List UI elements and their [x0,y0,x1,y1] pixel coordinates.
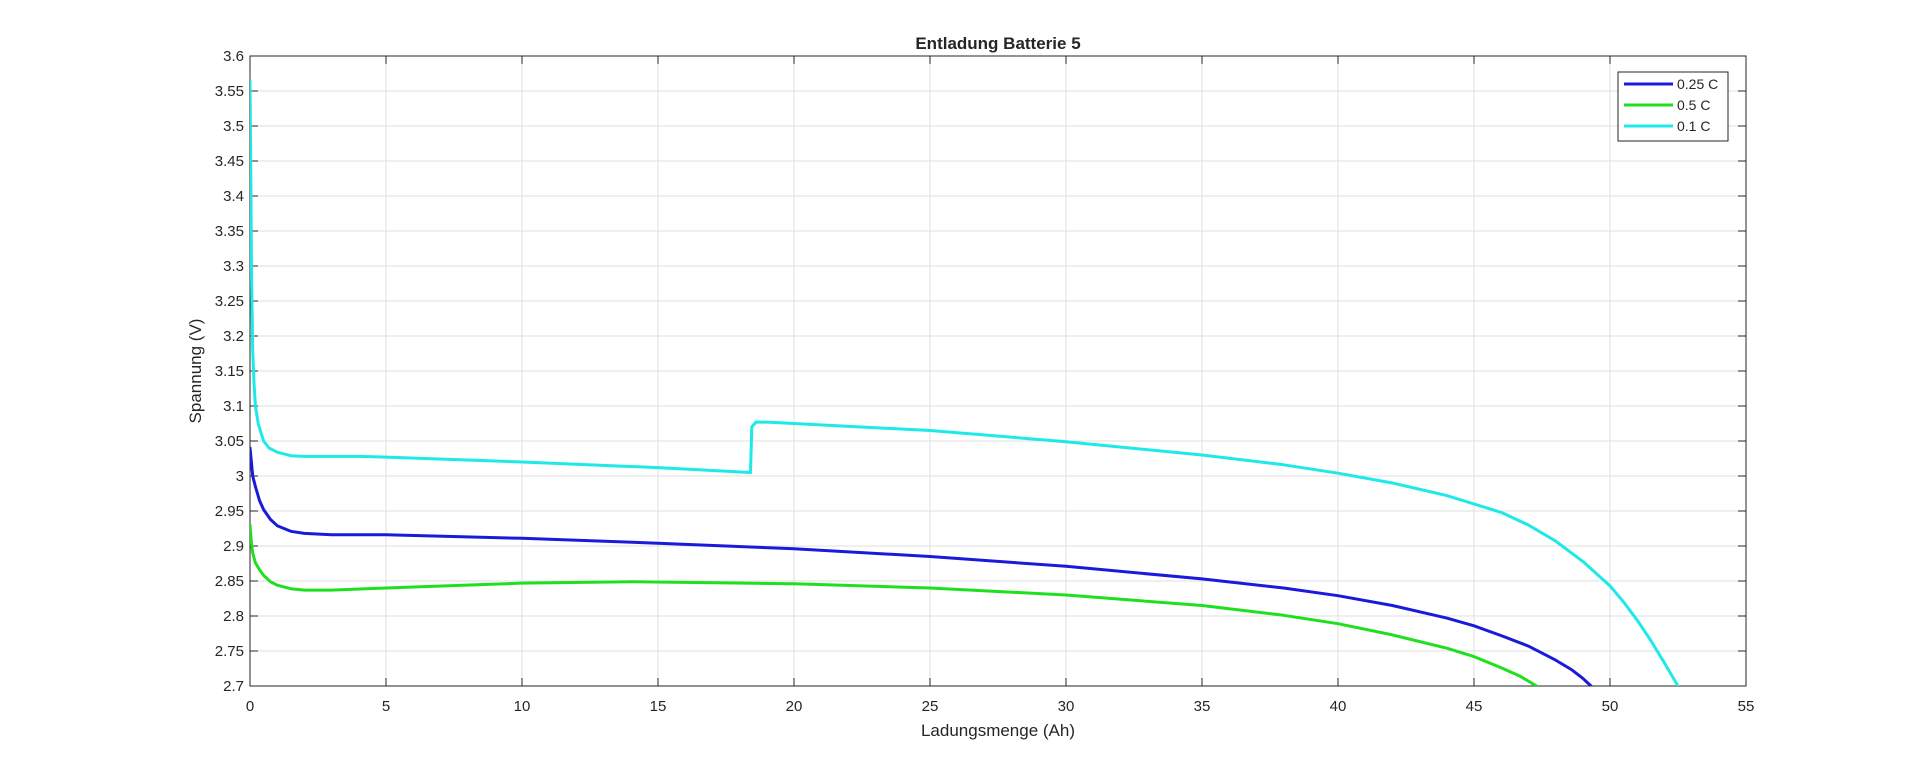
y-tick-label: 2.85 [215,573,244,590]
x-tick-label: 35 [1194,698,1211,715]
grid-lines [249,55,1747,687]
x-tick-label: 10 [514,698,531,715]
x-tick-label: 0 [246,698,254,715]
x-axis-label: Ladungsmenge (Ah) [921,721,1075,740]
y-tick-label: 3 [236,468,244,485]
y-tick-label: 2.95 [215,503,244,520]
legend-label: 0.1 C [1677,118,1710,134]
chart-title: Entladung Batterie 5 [915,34,1080,53]
y-tick-label: 3.15 [215,363,244,380]
y-tick-label: 3.1 [223,398,244,415]
x-tick-label: 55 [1738,698,1755,715]
y-tick-label: 3.4 [223,188,244,205]
y-tick-label: 3.5 [223,118,244,135]
x-tick-label: 40 [1330,698,1347,715]
y-axis-label: Spannung (V) [186,319,205,424]
y-tick-label: 2.75 [215,643,244,660]
y-tick-label: 3.2 [223,328,244,345]
y-tick-label: 3.6 [223,48,244,65]
y-tick-label: 3.3 [223,258,244,275]
legend-label: 0.5 C [1677,97,1710,113]
x-tick-label: 15 [650,698,667,715]
y-tick-label: 3.35 [215,223,244,240]
x-tick-label: 45 [1466,698,1483,715]
series-lines [250,79,1680,686]
y-tick-label: 2.7 [223,678,244,695]
legend: 0.25 C 0.5 C 0.1 C [1617,71,1729,142]
x-tick-label: 20 [786,698,803,715]
y-tick-label: 2.9 [223,538,244,555]
y-tick-label: 3.55 [215,83,244,100]
y-tick-label: 3.25 [215,293,244,310]
x-tick-label: 30 [1058,698,1075,715]
series-line-0-25-C [250,446,1593,686]
series-line-0-1-C [250,79,1680,686]
x-tick-label: 5 [382,698,390,715]
series-line-0-5-C [250,523,1539,686]
y-tick-label: 3.45 [215,153,244,170]
y-tick-label: 2.8 [223,608,244,625]
x-tick-label: 25 [922,698,939,715]
x-tick-label: 50 [1602,698,1619,715]
y-tick-label: 3.05 [215,433,244,450]
legend-label: 0.25 C [1677,76,1718,92]
